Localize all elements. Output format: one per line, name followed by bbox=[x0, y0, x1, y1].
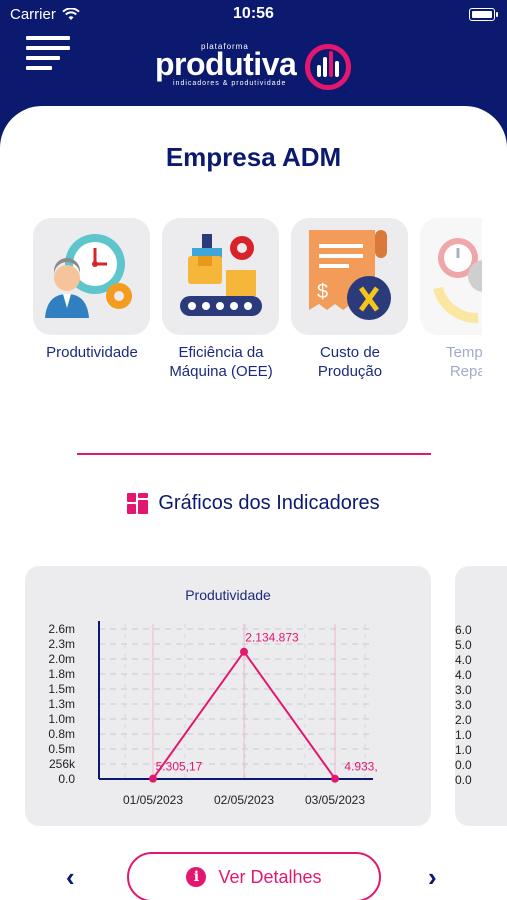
next-chart-y-tick: 4.0 bbox=[455, 668, 472, 682]
data-point bbox=[240, 647, 248, 656]
indicator-label: Custo de Produção bbox=[317, 344, 383, 380]
y-tick-label: 1.3m bbox=[48, 697, 75, 711]
charts-section-title: Gráficos dos Indicadores bbox=[0, 492, 507, 515]
svg-text:$: $ bbox=[317, 281, 328, 303]
main-content: Empresa ADM Produtividade bbox=[0, 106, 507, 900]
productivity-chart-card[interactable]: Produtividade 0.0 256k 0.5m 0.8m 1.0m 1.3m 1.5… bbox=[25, 566, 431, 826]
data-label: 5.305,17 bbox=[156, 760, 203, 774]
logo-tagline: indicadores & produtividade bbox=[173, 80, 287, 87]
menu-button[interactable] bbox=[26, 36, 70, 76]
next-chart-y-tick: 0.0 bbox=[455, 773, 472, 787]
data-label: 4.933, bbox=[344, 760, 377, 774]
app-header: plataforma produtiva indicadores & produ… bbox=[0, 30, 507, 110]
indicator-tile-tempo-reparo[interactable]: Tempo de Reparo ( bbox=[420, 218, 482, 381]
next-chart-y-tick: 1.0 bbox=[455, 728, 472, 742]
y-tick-label: 1.5m bbox=[48, 682, 75, 696]
logo-small-text: plataforma bbox=[201, 42, 249, 51]
logo-main-text: produtiva bbox=[155, 46, 297, 82]
carrier-label: Carrier bbox=[10, 6, 56, 23]
data-label: 2.134.873 bbox=[245, 631, 299, 645]
x-tick-label: 01/05/2023 bbox=[123, 793, 183, 807]
productivity-chart: Produtividade 0.0256k0.5m0.8m1.0m1.3m1.5… bbox=[48, 587, 377, 807]
next-chart-y-tick: 6.0 bbox=[455, 623, 472, 637]
status-time: 10:56 bbox=[233, 5, 274, 22]
machine-efficiency-icon bbox=[180, 234, 262, 316]
grid-icon bbox=[127, 493, 149, 514]
y-tick-label: 1.0m bbox=[48, 712, 75, 726]
chevron-right-icon[interactable]: › bbox=[428, 862, 437, 892]
app-logo: plataforma produtiva indicadores & produ… bbox=[155, 42, 355, 90]
productivity-clock-icon bbox=[45, 234, 132, 318]
y-tick-label: 2.6m bbox=[48, 622, 75, 636]
next-chart-y-tick: 1.0 bbox=[455, 743, 472, 757]
data-point bbox=[149, 774, 157, 783]
wifi-icon bbox=[62, 8, 80, 20]
repair-time-icon bbox=[433, 238, 482, 323]
indicator-carousel[interactable]: Produtividade Eficiência d bbox=[33, 218, 482, 388]
next-chart-y-tick: 4.0 bbox=[455, 653, 472, 667]
chart-title: Produtividade bbox=[185, 587, 271, 603]
next-chart-y-tick: 5.0 bbox=[455, 638, 472, 652]
logo-bars-icon bbox=[305, 44, 351, 90]
y-tick-label: 256k bbox=[49, 757, 76, 771]
y-tick-label: 0.0 bbox=[58, 772, 75, 786]
charts-section-label: Gráficos dos Indicadores bbox=[158, 492, 380, 514]
next-chart-y-tick: 2.0 bbox=[455, 713, 472, 727]
y-tick-label: 0.5m bbox=[48, 742, 75, 756]
x-tick-label: 02/05/2023 bbox=[214, 793, 274, 807]
production-cost-icon: $ bbox=[309, 230, 391, 320]
info-icon: i bbox=[186, 867, 207, 887]
indicator-tile-oee[interactable]: Eficiência da Máquina (OEE) bbox=[162, 218, 280, 381]
details-button-label: Ver Detalhes bbox=[218, 866, 322, 887]
data-point bbox=[331, 774, 339, 783]
indicator-label: Produtividade bbox=[46, 344, 138, 361]
status-bar: Carrier 10:56 bbox=[0, 0, 507, 30]
next-chart-y-tick: 0.0 bbox=[455, 758, 472, 772]
next-chart-y-tick: 3.0 bbox=[455, 683, 472, 697]
indicator-tile-produtividade[interactable]: Produtividade bbox=[33, 218, 151, 362]
section-divider bbox=[77, 453, 431, 455]
y-tick-label: 0.8m bbox=[48, 727, 75, 741]
y-tick-label: 2.3m bbox=[48, 637, 75, 651]
y-tick-label: 1.8m bbox=[48, 667, 75, 681]
y-tick-label: 2.0m bbox=[48, 652, 75, 666]
next-chart-y-tick: 3.0 bbox=[455, 698, 472, 712]
x-tick-label: 03/05/2023 bbox=[305, 793, 365, 807]
details-button[interactable]: i Ver Detalhes bbox=[127, 852, 381, 900]
indicator-label: Tempo de Reparo ( bbox=[446, 344, 482, 380]
indicator-tile-custo[interactable]: $ Custo de Produção bbox=[291, 218, 409, 381]
indicator-label: Eficiência da Máquina (OEE) bbox=[169, 344, 273, 380]
next-chart-card[interactable]: 6.0 5.0 4.0 4.0 3.0 3.0 2.0 1.0 1.0 0.0 0.0 bbox=[455, 566, 507, 826]
battery-icon bbox=[469, 8, 498, 21]
chevron-left-icon[interactable]: ‹ bbox=[66, 862, 75, 892]
page-title: Empresa ADM bbox=[165, 142, 342, 172]
carrier-info: Carrier bbox=[10, 6, 80, 23]
